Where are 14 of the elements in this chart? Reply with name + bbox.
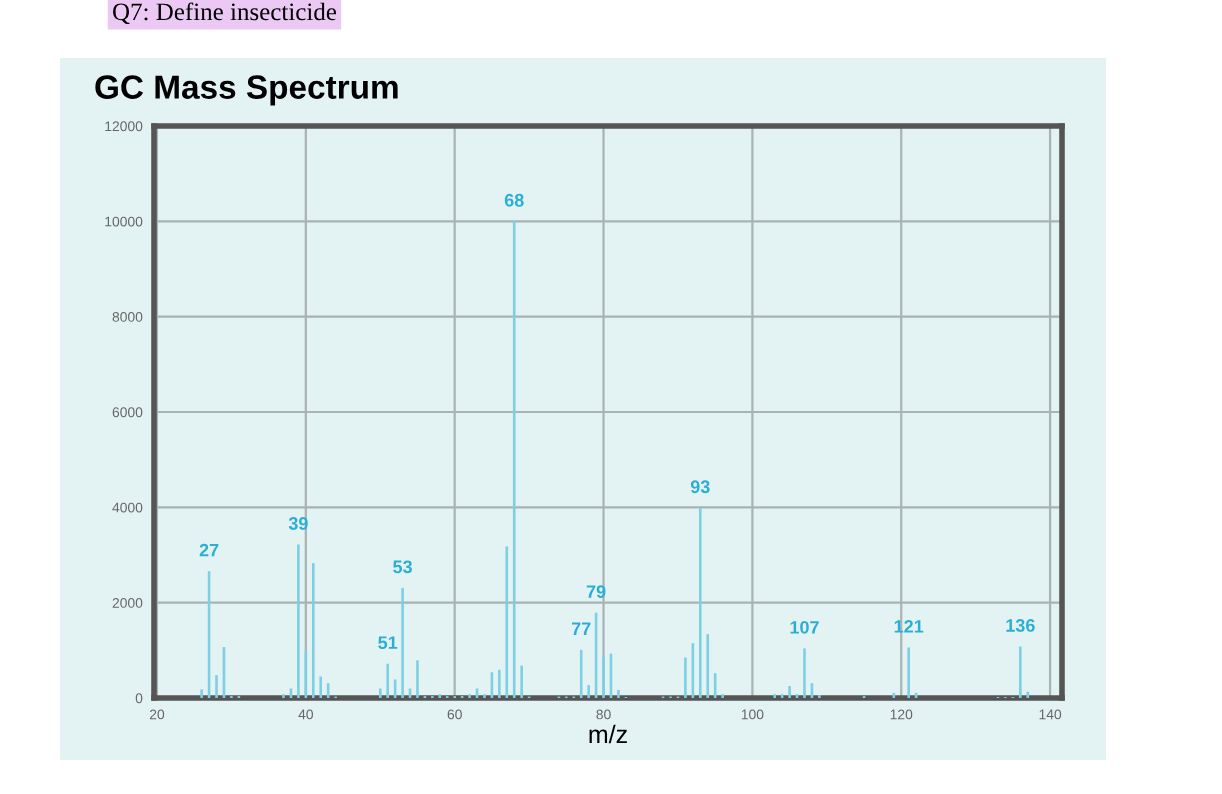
annotation: 77	[571, 622, 591, 635]
x-axis-title: m/z	[589, 724, 627, 744]
annotation: 51	[378, 636, 398, 649]
annotation: 68	[504, 193, 524, 207]
annotation: 121	[894, 620, 924, 633]
annotation: 39	[288, 517, 308, 530]
chart-title: GC Mass Spectrum	[95, 75, 398, 106]
annotation: 107	[790, 620, 819, 634]
text: Q7: Define insecticide	[113, 2, 337, 25]
annotation: 79	[586, 585, 606, 598]
annotation: 27	[199, 543, 219, 557]
annotation: 53	[393, 560, 412, 574]
annotation: 93	[690, 480, 710, 494]
annotation: 136	[1006, 619, 1035, 632]
